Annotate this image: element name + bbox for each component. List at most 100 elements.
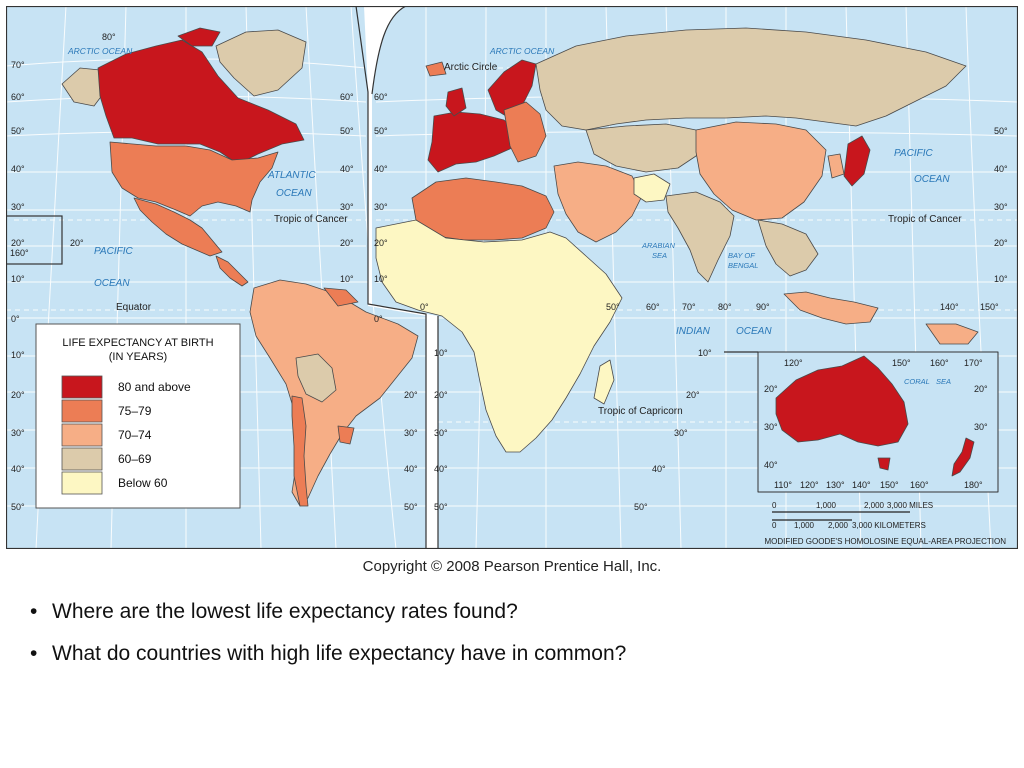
lat-tick-south-america: 40° <box>404 464 418 474</box>
southeast-asia-region <box>757 219 819 277</box>
japan-region <box>843 135 871 187</box>
legend-items: 80 and above 75–79 70–74 60–69 Below 60 <box>61 375 191 495</box>
lon-tick-pacific-20: 20° <box>70 238 84 248</box>
tropic-cancer-west-label: Tropic of Cancer <box>274 214 348 225</box>
central-asia-region <box>585 123 703 173</box>
lon-tick-equator: 140° <box>940 302 959 312</box>
scale-km-label: 0 <box>772 521 777 530</box>
arabian-sea-label: ARABIAN <box>641 241 676 250</box>
lat-tick-africa: 30° <box>434 428 448 438</box>
lon-tick-australia-bottom: 160° <box>910 480 929 490</box>
legend-swatch <box>61 375 103 399</box>
pacific-ocean-east-label-2: OCEAN <box>914 174 950 185</box>
lat-tick-left: 50° <box>11 126 25 136</box>
eastern-europe-region <box>503 101 547 163</box>
scale-km-ticks: 0 1,000 2,000 3,000 KILOMETERS <box>772 521 926 530</box>
degree-ticks: 70° 60° 50° 40° 30° 20° 10° 0° 10° 20° 30° 40° 50° 60… <box>10 32 1008 512</box>
pacific-ocean-east-label: PACIFIC <box>894 148 933 159</box>
scale-bar: 0 1,000 2,000 3,000 MILES 0 1,000 2,000 3,000 … <box>764 501 1006 546</box>
indian-ocean-label: INDIAN <box>676 326 711 337</box>
australia-region <box>775 355 909 447</box>
scale-miles-label: 2,000 <box>864 501 885 510</box>
lat-tick-indian: 40° <box>652 464 666 474</box>
lon-tick-australia-top: 160° <box>930 358 949 368</box>
legend-swatch <box>61 471 103 495</box>
lat-tick-australia-right: 20° <box>974 384 988 394</box>
lat-tick-europe: 20° <box>374 238 388 248</box>
lon-tick-equator: 80° <box>718 302 732 312</box>
lat-tick-right: 10° <box>994 274 1008 284</box>
south-america-region <box>249 279 419 507</box>
lon-tick-australia-bottom: 180° <box>964 480 983 490</box>
lat-tick-americas: 10° <box>340 274 354 284</box>
legend-label: Below 60 <box>118 476 168 490</box>
lat-tick-indian: 50° <box>634 502 648 512</box>
tropic-capricorn-label: Tropic of Capricorn <box>598 406 683 417</box>
lat-tick-left: 70° <box>11 60 25 70</box>
south-asia-region <box>665 191 735 283</box>
line-labels: Arctic Circle Tropic of Cancer Tropic of… <box>116 62 962 417</box>
lat-tick-europe: 0° <box>374 314 383 324</box>
lat-tick-indian: 30° <box>674 428 688 438</box>
lat-tick-left: 30° <box>11 428 25 438</box>
china-region <box>695 121 827 221</box>
lat-tick-left: 40° <box>11 164 25 174</box>
lat-tick-left: 20° <box>11 238 25 248</box>
lat-tick-australia-left: 40° <box>764 460 778 470</box>
tropic-cancer-east-label: Tropic of Cancer <box>888 214 962 225</box>
uruguay-region <box>337 425 355 445</box>
arctic-ocean-west-label: ARCTIC OCEAN <box>67 46 133 56</box>
new-zealand-region <box>951 437 975 477</box>
frame-lines <box>6 6 1018 549</box>
lon-tick-australia-top: 120° <box>784 358 803 368</box>
lon-tick-top: 80° <box>102 32 116 42</box>
lat-tick-europe: 10° <box>374 274 388 284</box>
lat-tick-left: 30° <box>11 202 25 212</box>
lat-tick-americas: 20° <box>340 238 354 248</box>
iceland-region <box>425 61 447 77</box>
arctic-islands-region <box>177 27 221 47</box>
pacific-ocean-west-label: PACIFIC <box>94 246 133 257</box>
central-america-region <box>215 255 249 287</box>
united-states-region <box>109 141 279 217</box>
lat-tick-left: 50° <box>11 502 25 512</box>
lat-tick-south-america: 50° <box>404 502 418 512</box>
lat-tick-africa: 50° <box>434 502 448 512</box>
lat-tick-left: 10° <box>11 350 25 360</box>
indonesia-region <box>783 291 879 325</box>
bay-of-bengal-label-2: BENGAL <box>728 261 758 270</box>
equator-label: Equator <box>116 302 152 313</box>
lat-tick-americas: 60° <box>340 92 354 102</box>
lat-tick-left: 20° <box>11 390 25 400</box>
lat-tick-left: 0° <box>11 314 20 324</box>
lat-tick-europe: 40° <box>374 164 388 174</box>
bolivia-paraguay-region <box>295 353 337 403</box>
pacific-ocean-west-label-2: OCEAN <box>94 278 130 289</box>
lon-tick-australia-bottom: 110° <box>774 480 792 490</box>
lon-tick-australia-bottom: 140° <box>852 480 871 490</box>
atlantic-ocean-label-2: OCEAN <box>276 188 312 199</box>
papua-region <box>925 323 979 345</box>
lat-tick-africa: 20° <box>434 390 448 400</box>
madagascar-region <box>593 359 615 405</box>
indian-ocean-label-2: OCEAN <box>736 326 772 337</box>
lat-tick-indian: 20° <box>686 390 700 400</box>
lon-tick-australia-top: 170° <box>964 358 983 368</box>
guianas-region <box>323 287 359 307</box>
lat-tick-right: 20° <box>994 238 1008 248</box>
legend-label: 80 and above <box>118 380 191 394</box>
legend-subtitle: (IN YEARS) <box>109 351 167 363</box>
lat-tick-americas: 40° <box>340 164 354 174</box>
lat-tick-europe: 60° <box>374 92 388 102</box>
lat-tick-left: 40° <box>11 464 25 474</box>
arctic-circle-label: Arctic Circle <box>444 62 498 73</box>
scale-km-label: 3,000 KILOMETERS <box>852 521 926 530</box>
lat-tick-africa: 40° <box>434 464 448 474</box>
lon-tick-australia-bottom: 150° <box>880 480 899 490</box>
afghanistan-region <box>633 173 671 203</box>
lon-tick-equator: 150° <box>980 302 999 312</box>
western-europe-region <box>427 111 517 173</box>
lat-tick-australia-left: 30° <box>764 422 778 432</box>
lat-tick-left: 10° <box>11 274 25 284</box>
atlantic-ocean-label: ATLANTIC <box>267 170 316 181</box>
